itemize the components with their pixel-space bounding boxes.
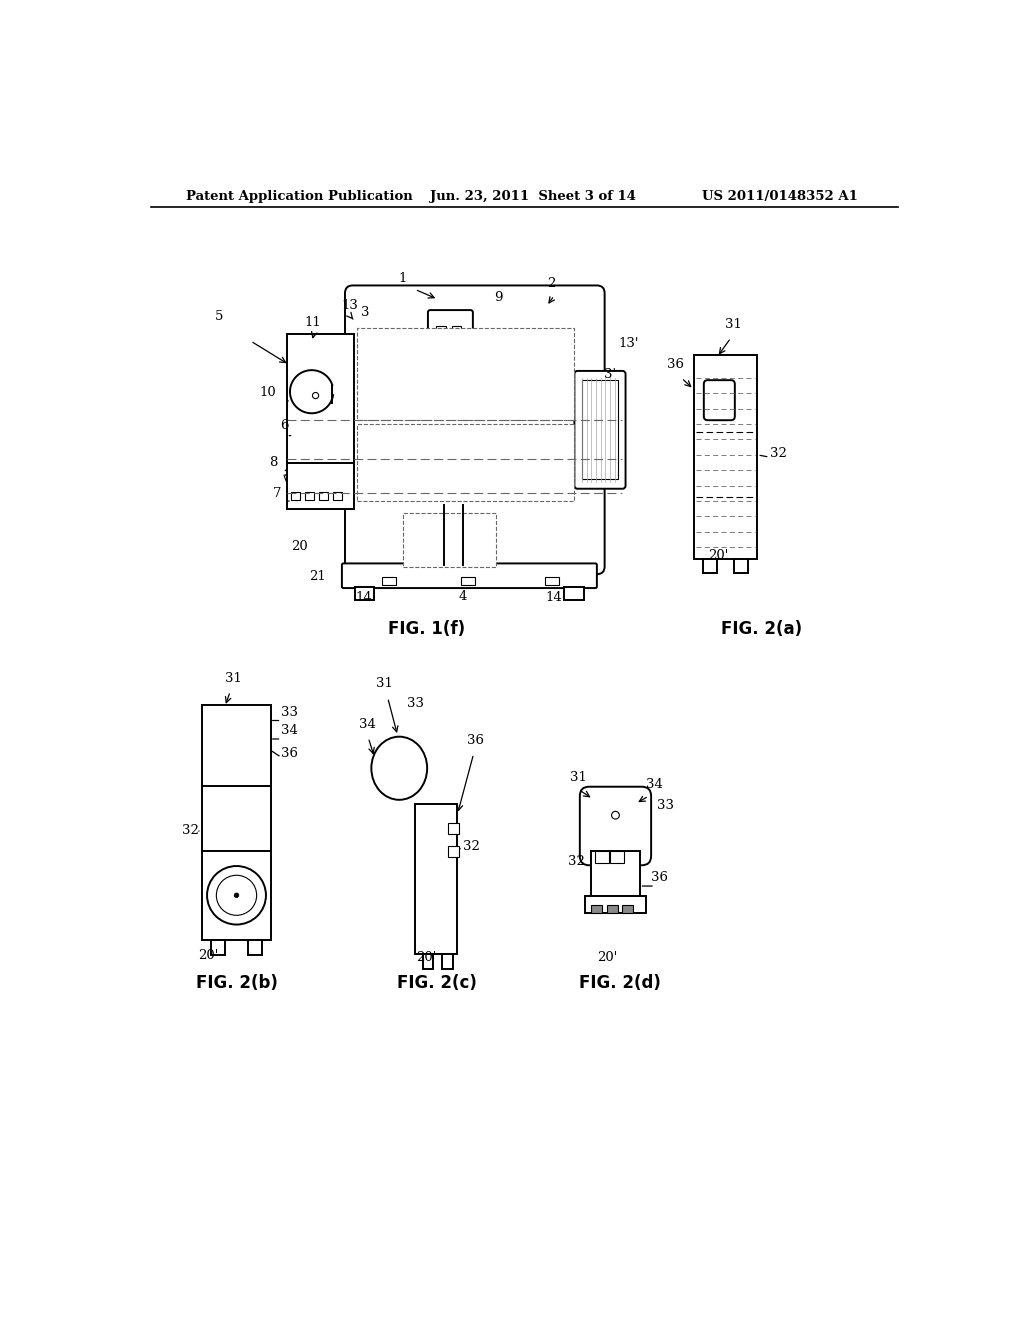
Text: 20: 20 <box>292 540 308 553</box>
Text: FIG. 2(a): FIG. 2(a) <box>721 620 803 639</box>
Text: 36: 36 <box>651 871 668 883</box>
FancyBboxPatch shape <box>428 310 473 345</box>
Text: 21: 21 <box>309 570 326 582</box>
Bar <box>595 851 608 863</box>
Text: 33: 33 <box>282 706 298 719</box>
Bar <box>442 954 453 969</box>
Bar <box>734 558 748 573</box>
Text: 31: 31 <box>376 677 393 689</box>
FancyBboxPatch shape <box>574 371 626 488</box>
Text: FIG. 2(c): FIG. 2(c) <box>396 974 476 993</box>
Text: 3': 3' <box>604 368 616 381</box>
Text: 2: 2 <box>547 277 555 290</box>
Bar <box>607 906 617 913</box>
Bar <box>287 462 354 508</box>
Bar <box>545 577 559 585</box>
Text: 7: 7 <box>273 487 282 500</box>
Text: Patent Application Publication: Patent Application Publication <box>186 190 413 203</box>
Text: 34: 34 <box>359 718 376 731</box>
Bar <box>287 334 354 469</box>
Text: 36: 36 <box>667 358 684 371</box>
Text: 13: 13 <box>341 300 358 313</box>
Bar <box>356 424 573 502</box>
Bar <box>610 851 624 863</box>
Text: 9: 9 <box>494 290 503 304</box>
Bar <box>415 804 458 954</box>
Text: 20': 20' <box>417 950 436 964</box>
Text: 6: 6 <box>280 420 289 433</box>
Bar <box>586 896 646 913</box>
Bar <box>583 380 617 479</box>
Bar <box>461 577 475 585</box>
Text: 32: 32 <box>182 825 199 837</box>
Bar <box>356 327 573 420</box>
Bar <box>291 492 300 499</box>
Bar <box>449 846 459 857</box>
FancyBboxPatch shape <box>703 380 735 420</box>
Text: 33: 33 <box>656 799 674 812</box>
Text: 20': 20' <box>198 949 218 962</box>
Text: 13': 13' <box>618 337 639 350</box>
FancyBboxPatch shape <box>580 787 651 866</box>
Text: 34: 34 <box>646 779 663 791</box>
Bar <box>623 906 633 913</box>
Text: 34: 34 <box>282 725 298 738</box>
Text: 11: 11 <box>305 317 322 329</box>
Bar <box>211 940 225 956</box>
Bar <box>592 906 602 913</box>
Text: 32: 32 <box>568 855 585 869</box>
Text: 32: 32 <box>463 840 479 853</box>
Circle shape <box>234 892 239 898</box>
Text: 14: 14 <box>356 591 373 605</box>
Text: Jun. 23, 2011  Sheet 3 of 14: Jun. 23, 2011 Sheet 3 of 14 <box>430 190 636 203</box>
Circle shape <box>611 812 620 818</box>
Text: 10: 10 <box>260 385 276 399</box>
Text: 31: 31 <box>725 318 741 331</box>
Bar <box>318 492 328 499</box>
Bar <box>305 492 314 499</box>
Bar <box>436 326 445 335</box>
Bar <box>382 577 396 585</box>
Bar <box>423 954 433 969</box>
Text: FIG. 2(b): FIG. 2(b) <box>196 974 278 993</box>
Bar <box>403 512 496 566</box>
Text: 1: 1 <box>398 272 407 285</box>
Text: 3: 3 <box>361 306 370 319</box>
Text: US 2011/0148352 A1: US 2011/0148352 A1 <box>701 190 857 203</box>
Bar <box>693 355 758 558</box>
Text: 32: 32 <box>770 447 786 461</box>
Text: 5: 5 <box>215 310 223 323</box>
Bar <box>333 492 342 499</box>
Text: 14: 14 <box>545 591 562 605</box>
Text: 20': 20' <box>597 950 617 964</box>
Bar <box>202 705 271 940</box>
Text: FIG. 1(f): FIG. 1(f) <box>388 620 465 639</box>
Bar <box>355 586 375 601</box>
Text: 36: 36 <box>467 734 484 747</box>
Text: 31: 31 <box>569 771 587 784</box>
FancyBboxPatch shape <box>345 285 604 574</box>
Text: 8: 8 <box>269 457 278 470</box>
Bar <box>703 558 717 573</box>
Ellipse shape <box>372 737 427 800</box>
Bar <box>564 586 584 601</box>
Text: 20': 20' <box>708 549 728 562</box>
Text: FIG. 2(d): FIG. 2(d) <box>580 974 662 993</box>
Text: 4: 4 <box>459 590 467 603</box>
Circle shape <box>312 392 318 399</box>
FancyBboxPatch shape <box>342 564 597 589</box>
Bar <box>248 940 262 956</box>
Text: 33: 33 <box>407 697 424 710</box>
Text: 36: 36 <box>282 747 298 760</box>
Circle shape <box>207 866 266 924</box>
Text: 31: 31 <box>225 672 242 685</box>
Bar <box>449 822 459 834</box>
Bar <box>591 851 640 902</box>
Circle shape <box>216 875 257 915</box>
Bar <box>452 326 461 335</box>
